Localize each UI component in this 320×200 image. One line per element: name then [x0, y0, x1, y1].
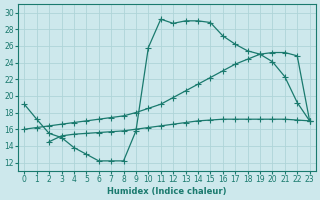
- X-axis label: Humidex (Indice chaleur): Humidex (Indice chaleur): [107, 187, 227, 196]
